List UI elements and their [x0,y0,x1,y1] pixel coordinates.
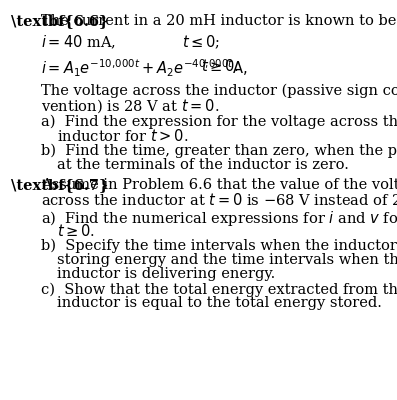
Text: \textbf{6.7}: \textbf{6.7} [11,178,108,192]
Text: a)  Find the expression for the voltage across the: a) Find the expression for the voltage a… [41,114,397,129]
Text: storing energy and the time intervals when the: storing energy and the time intervals wh… [57,253,397,267]
Text: $t \leq 0$;: $t \leq 0$; [182,34,220,52]
Text: Assume in Problem 6.6 that the value of the voltage: Assume in Problem 6.6 that the value of … [41,178,397,192]
Text: vention) is 28 V at $t = 0$.: vention) is 28 V at $t = 0$. [41,97,219,115]
Text: The voltage across the inductor (passive sign con-: The voltage across the inductor (passive… [41,83,397,98]
Text: across the inductor at $t = 0$ is $-$68 V instead of 28 V.: across the inductor at $t = 0$ is $-$68 … [41,192,397,208]
Text: $t \geq 0$.: $t \geq 0$. [57,223,95,239]
Text: $i = 40$ mA,: $i = 40$ mA, [41,34,116,52]
Text: b)  Find the time, greater than zero, when the power: b) Find the time, greater than zero, whe… [41,144,397,158]
Text: c)  Show that the total energy extracted from the: c) Show that the total energy extracted … [41,282,397,297]
Text: $i = A_1 e^{-10{,}000t} + A_2 e^{-40{,}000t}\mathrm{A},$: $i = A_1 e^{-10{,}000t} + A_2 e^{-40{,}0… [41,58,247,79]
Text: \textbf{6.6}: \textbf{6.6} [11,14,108,28]
Text: a)  Find the numerical expressions for $i$ and $v$ for: a) Find the numerical expressions for $i… [41,209,397,228]
Text: inductor for $t > 0$.: inductor for $t > 0$. [57,128,188,144]
Text: inductor is equal to the total energy stored.: inductor is equal to the total energy st… [57,296,382,310]
Text: inductor is delivering energy.: inductor is delivering energy. [57,267,275,281]
Text: at the terminals of the inductor is zero.: at the terminals of the inductor is zero… [57,158,349,172]
Text: $t \geq 0.$: $t \geq 0.$ [200,58,239,74]
Text: b)  Specify the time intervals when the inductor is: b) Specify the time intervals when the i… [41,239,397,253]
Text: The current in a 20 mH inductor is known to be: The current in a 20 mH inductor is known… [41,14,396,28]
